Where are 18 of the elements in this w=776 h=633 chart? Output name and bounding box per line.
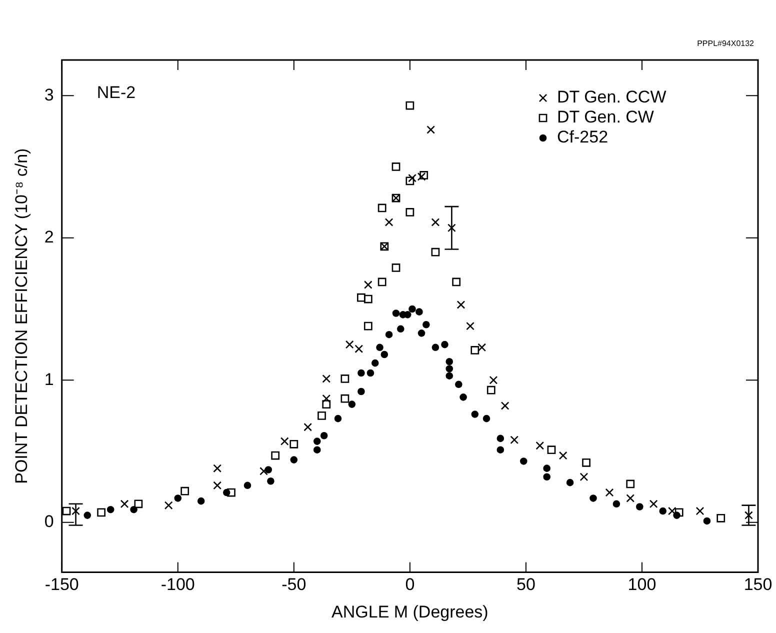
x-tick-label: 150 (744, 575, 772, 594)
x-axis-title: ANGLE M (Degrees) (332, 602, 488, 622)
x-tick-label: 0 (405, 575, 415, 594)
legend-label: DT Gen. CW (557, 108, 654, 127)
y-tick-label: 2 (44, 228, 54, 247)
y-tick-label: 1 (44, 370, 54, 389)
y-tick-label: 0 (44, 512, 54, 532)
x-tick-label: -150 (44, 575, 79, 594)
x-tick-label: -50 (282, 575, 306, 594)
text: PPPL#94X0132 (697, 39, 755, 48)
x-tick-label: 100 (628, 575, 656, 594)
x-tick-label: -100 (160, 575, 195, 594)
legend-label: DT Gen. CCW (557, 88, 666, 107)
x-tick-label: 50 (516, 575, 536, 594)
y-tick-label: 3 (44, 85, 54, 104)
legend-label: Cf-252 (557, 128, 608, 147)
annotation: NE-2 (96, 83, 136, 102)
y-axis-title: POINT DETECTION EFFICIENCY (10⁻⁸ c/n) (12, 148, 31, 484)
